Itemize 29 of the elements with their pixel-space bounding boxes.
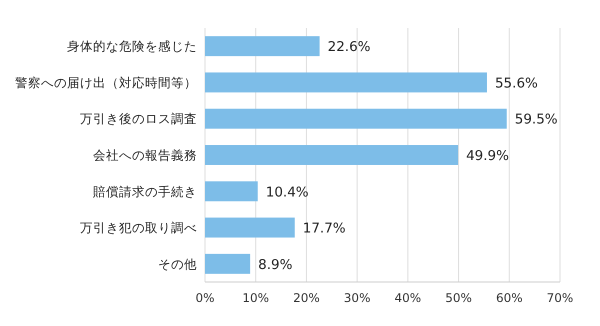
bar — [205, 72, 487, 92]
data-label: 22.6% — [328, 39, 371, 56]
data-label: 10.4% — [266, 184, 309, 200]
x-tick-label: 20% — [293, 291, 320, 305]
bar — [205, 181, 258, 202]
x-tick-label: 0% — [195, 291, 215, 305]
y-tick-label: 警察への届け出（対応時間等） — [15, 74, 197, 90]
x-tick-label: 30% — [344, 291, 370, 305]
data-label: 59.5% — [514, 112, 558, 128]
bar — [205, 218, 295, 238]
x-tick-label: 50% — [445, 291, 472, 305]
y-tick-label: 万引き後のロス調査 — [80, 111, 197, 126]
bar — [205, 36, 320, 56]
y-tick-label: 会社への報告義務 — [93, 148, 197, 162]
bar — [205, 254, 250, 274]
x-tick-label: 40% — [394, 291, 422, 305]
y-tick-label: 賠償請求の手続き — [93, 184, 197, 199]
x-tick-label: 60% — [496, 291, 523, 305]
x-tick-label: 70% — [546, 291, 574, 305]
y-tick-label: 万引き犯の取り調べ — [80, 220, 197, 236]
data-label: 17.7% — [302, 220, 346, 237]
bar — [205, 145, 458, 165]
data-label: 8.9% — [258, 256, 293, 273]
data-label: 49.9% — [466, 148, 510, 164]
x-tick-label: 10% — [242, 291, 270, 305]
bar — [205, 108, 507, 129]
y-tick-label: その他 — [158, 256, 197, 272]
y-tick-label: 身体的な危険を感じた — [67, 38, 197, 54]
data-label: 55.6% — [494, 75, 538, 92]
